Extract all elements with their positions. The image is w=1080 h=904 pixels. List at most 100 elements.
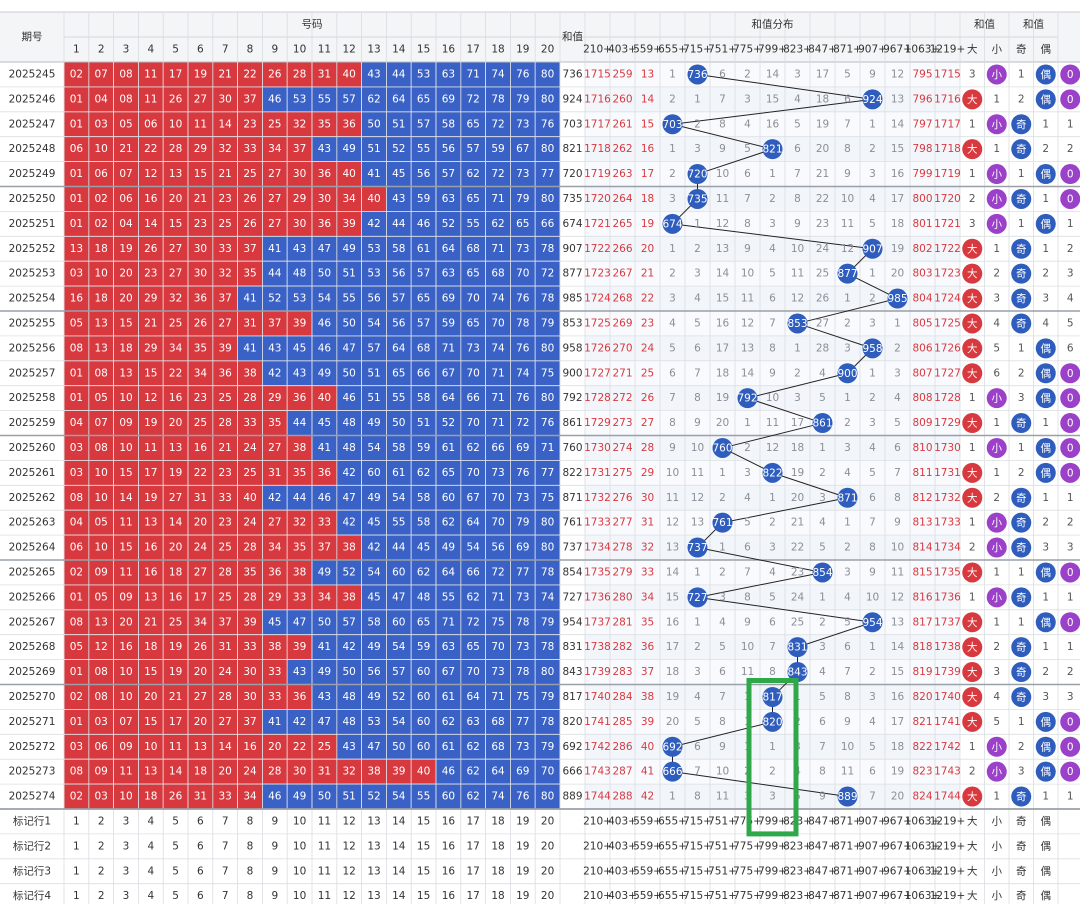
number: 13 [119, 367, 132, 379]
dist-omission: 19 [816, 118, 829, 130]
footer-dist: 210+ [583, 815, 612, 827]
number: 07 [95, 417, 108, 429]
dist-omission: 815 [912, 566, 932, 578]
number: 76 [516, 392, 530, 404]
number: 62 [417, 566, 430, 578]
footer-number: 11 [318, 840, 331, 852]
dist-omission: 16 [766, 118, 780, 130]
extra-hit: 0 [1067, 393, 1074, 405]
dist-omission: 1737 [584, 616, 611, 628]
dist-omission: 1728 [584, 392, 611, 404]
number: 14 [219, 741, 233, 753]
number: 11 [119, 766, 132, 778]
dist-bg [585, 360, 960, 386]
number: 35 [293, 542, 306, 554]
footer-dist: 871+ [833, 865, 862, 877]
number-cell [162, 285, 189, 312]
dist-omission: 6 [844, 641, 851, 653]
bs-omission: 2 [969, 193, 976, 205]
dist-omission: 3 [894, 367, 901, 379]
dist-omission: 9 [769, 367, 776, 379]
dist-omission: 22 [816, 193, 829, 205]
number: 40 [243, 492, 256, 504]
number: 18 [119, 342, 132, 354]
dist-omission: 1742 [584, 741, 611, 753]
number-cell [410, 634, 437, 660]
number: 56 [392, 268, 406, 280]
issue: 2025248 [9, 143, 56, 155]
footer-number: 16 [442, 840, 456, 852]
dist-omission: 282 [612, 641, 632, 653]
dist-omission: 1718 [584, 143, 611, 155]
number: 27 [219, 716, 232, 728]
trend-line [747, 372, 848, 399]
number: 79 [516, 193, 529, 205]
issue: 2025265 [9, 566, 56, 578]
number-cell [286, 659, 313, 685]
oe-hit: 奇 [1016, 690, 1027, 703]
dist-omission: 2 [869, 143, 876, 155]
number: 10 [144, 741, 157, 753]
dist-omission: 9 [744, 243, 751, 255]
number: 53 [417, 68, 430, 80]
dist-omission: 806 [912, 342, 932, 354]
dist-omission: 4 [744, 118, 751, 130]
number: 40 [417, 766, 430, 778]
dist-hit-ball [687, 188, 708, 209]
footer-dist: 847+ [808, 890, 837, 902]
number: 37 [243, 93, 256, 105]
dist-omission: 810 [912, 442, 932, 454]
number: 58 [417, 492, 430, 504]
dist-omission: 8 [794, 193, 801, 205]
number-cell [336, 360, 362, 386]
trend-line [797, 621, 873, 648]
number: 18 [144, 641, 157, 653]
number-cell [88, 684, 114, 710]
number: 28 [243, 591, 256, 603]
issue: 2025253 [9, 268, 56, 280]
number: 47 [392, 591, 405, 603]
number-cell [262, 310, 288, 337]
number-cell [262, 534, 288, 561]
bs-omission: 3 [969, 218, 976, 230]
oe-omission: 3 [1018, 392, 1025, 404]
dist-omission: 20 [641, 243, 654, 255]
footer-dist: 559+ [633, 890, 662, 902]
trend-line [747, 397, 823, 424]
dist-omission: 4 [769, 243, 776, 255]
number: 50 [343, 317, 356, 329]
dist-omission: 13 [716, 243, 729, 255]
sum: 877 [562, 268, 582, 280]
dist-omission: 5 [719, 641, 726, 653]
dist-omission: 10 [716, 766, 729, 778]
number: 40 [343, 168, 356, 180]
number: 19 [144, 417, 157, 429]
number: 08 [119, 68, 132, 80]
number: 36 [268, 566, 282, 578]
number: 18 [95, 243, 108, 255]
extra-omission: 1 [1067, 492, 1074, 504]
number: 32 [293, 118, 306, 130]
dist-omission: 11 [691, 467, 704, 479]
number-cell [534, 435, 561, 461]
dist-omission: 1715 [584, 68, 611, 80]
number: 24 [219, 666, 233, 678]
dist-omission: 3 [794, 392, 801, 404]
number: 62 [467, 741, 480, 753]
oe-hit: 奇 [1016, 591, 1027, 604]
number: 10 [119, 392, 132, 404]
bs-hit: 大 [967, 666, 978, 679]
number: 50 [343, 666, 356, 678]
dist-omission: 8 [769, 666, 776, 678]
oe-hit: 奇 [1016, 417, 1027, 430]
dist-omission: 796 [912, 93, 932, 105]
extra-hit: 0 [1067, 766, 1074, 778]
number-cell [262, 709, 288, 735]
footer-bs: 大 [967, 814, 978, 827]
number-cell [187, 509, 214, 536]
dist-omission: 1731 [934, 467, 961, 479]
number: 58 [392, 243, 405, 255]
number: 10 [95, 467, 108, 479]
number-cell [460, 211, 486, 237]
number-cell [63, 111, 90, 138]
